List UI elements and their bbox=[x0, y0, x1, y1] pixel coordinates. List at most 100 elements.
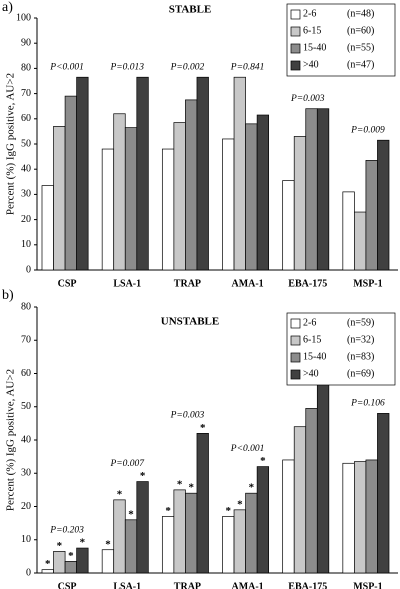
legend-count: (n=83) bbox=[347, 351, 374, 362]
legend-swatch bbox=[290, 318, 301, 329]
y-tick-label: 100 bbox=[16, 12, 31, 23]
bar bbox=[124, 127, 138, 271]
bar bbox=[185, 492, 198, 574]
bar bbox=[342, 191, 355, 271]
chart-title: UNSTABLE bbox=[161, 316, 219, 328]
bar bbox=[222, 516, 235, 574]
y-tick-label: 10 bbox=[21, 239, 31, 250]
legend-count: (n=55) bbox=[347, 42, 374, 53]
bar bbox=[101, 148, 115, 271]
bar bbox=[53, 126, 66, 271]
bar bbox=[282, 459, 295, 574]
x-tick-label: TRAP bbox=[174, 278, 201, 289]
p-value: P=0.106 bbox=[350, 399, 385, 409]
bar bbox=[245, 123, 258, 271]
bar bbox=[76, 547, 89, 574]
bar bbox=[64, 561, 77, 574]
y-tick-label: 0 bbox=[26, 264, 31, 275]
legend-swatch bbox=[290, 26, 301, 37]
bar bbox=[124, 519, 138, 574]
significance-marker: * bbox=[260, 455, 266, 467]
x-tick-label: AMA-1 bbox=[231, 581, 263, 589]
x-tick-label: EBA-175 bbox=[288, 278, 327, 289]
y-tick-label: 50 bbox=[21, 138, 31, 149]
x-tick-label: TRAP bbox=[174, 581, 201, 589]
legend-count: (n=47) bbox=[347, 59, 374, 70]
y-tick-label: 60 bbox=[21, 113, 31, 124]
y-tick-label: 20 bbox=[21, 501, 31, 512]
bar bbox=[305, 408, 318, 574]
bar bbox=[196, 76, 209, 271]
bar bbox=[233, 76, 246, 271]
bar bbox=[256, 114, 270, 271]
bar bbox=[173, 489, 186, 574]
bar bbox=[354, 211, 367, 271]
bar bbox=[354, 461, 367, 574]
bar bbox=[365, 459, 378, 574]
y-tick-label: 10 bbox=[21, 534, 31, 545]
p-value: P=0.007 bbox=[109, 459, 145, 469]
bar bbox=[256, 466, 270, 574]
legend-count: (n=60) bbox=[347, 25, 374, 36]
significance-marker: * bbox=[68, 550, 74, 562]
bar bbox=[64, 95, 77, 271]
significance-marker: * bbox=[80, 537, 86, 549]
p-value: P=0.002 bbox=[170, 62, 205, 72]
p-value: P=0.013 bbox=[109, 62, 144, 72]
significance-marker: * bbox=[105, 538, 111, 550]
p-value: P<0.001 bbox=[49, 62, 84, 72]
legend-count: (n=32) bbox=[347, 334, 374, 345]
significance-marker: * bbox=[237, 498, 243, 510]
bar bbox=[377, 139, 390, 271]
legend-count: (n=48) bbox=[347, 8, 374, 19]
bar bbox=[365, 160, 378, 271]
legend-swatch bbox=[290, 352, 301, 363]
legend-swatch bbox=[290, 9, 301, 20]
legend-label: 15-40 bbox=[303, 42, 326, 53]
y-tick-label: 70 bbox=[21, 335, 31, 346]
bar bbox=[293, 136, 307, 271]
bar bbox=[233, 509, 246, 574]
p-value: P=0.203 bbox=[49, 525, 84, 535]
significance-marker: * bbox=[117, 488, 123, 500]
y-tick-label: 30 bbox=[21, 468, 31, 479]
significance-marker: * bbox=[188, 482, 194, 494]
significance-marker: * bbox=[45, 558, 51, 570]
bar bbox=[342, 462, 355, 574]
bar bbox=[316, 108, 330, 271]
legend-label: 2-6 bbox=[303, 317, 316, 328]
panel-label: b) bbox=[2, 288, 14, 303]
bar bbox=[101, 549, 115, 574]
panel-label: a) bbox=[2, 0, 13, 15]
significance-marker: * bbox=[249, 482, 255, 494]
legend-box bbox=[286, 312, 396, 386]
p-value: P<0.001 bbox=[230, 444, 265, 454]
bar bbox=[185, 99, 198, 271]
bar bbox=[161, 516, 175, 574]
y-tick-label: 50 bbox=[21, 401, 31, 412]
legend-label: >40 bbox=[303, 59, 319, 70]
bar bbox=[161, 148, 175, 271]
bar bbox=[377, 413, 390, 574]
legend-label: 15-40 bbox=[303, 351, 326, 362]
bar bbox=[136, 481, 149, 574]
bar bbox=[136, 76, 149, 271]
y-tick-label: 40 bbox=[21, 434, 31, 445]
bar bbox=[41, 185, 54, 271]
significance-marker: * bbox=[177, 478, 183, 490]
x-tick-label: CSP bbox=[58, 581, 77, 589]
bar bbox=[293, 426, 307, 574]
chart-title: STABLE bbox=[169, 4, 212, 16]
y-tick-label: 40 bbox=[21, 163, 31, 174]
y-tick-label: 60 bbox=[21, 368, 31, 379]
significance-marker: * bbox=[200, 422, 206, 434]
legend-swatch bbox=[290, 335, 301, 346]
y-tick-label: 70 bbox=[21, 88, 31, 99]
significance-marker: * bbox=[140, 470, 146, 482]
legend-count: (n=69) bbox=[347, 368, 374, 379]
x-tick-label: MSP-1 bbox=[353, 278, 382, 289]
legend-label: 2-6 bbox=[303, 8, 316, 19]
legend-label: 6-15 bbox=[303, 334, 321, 345]
